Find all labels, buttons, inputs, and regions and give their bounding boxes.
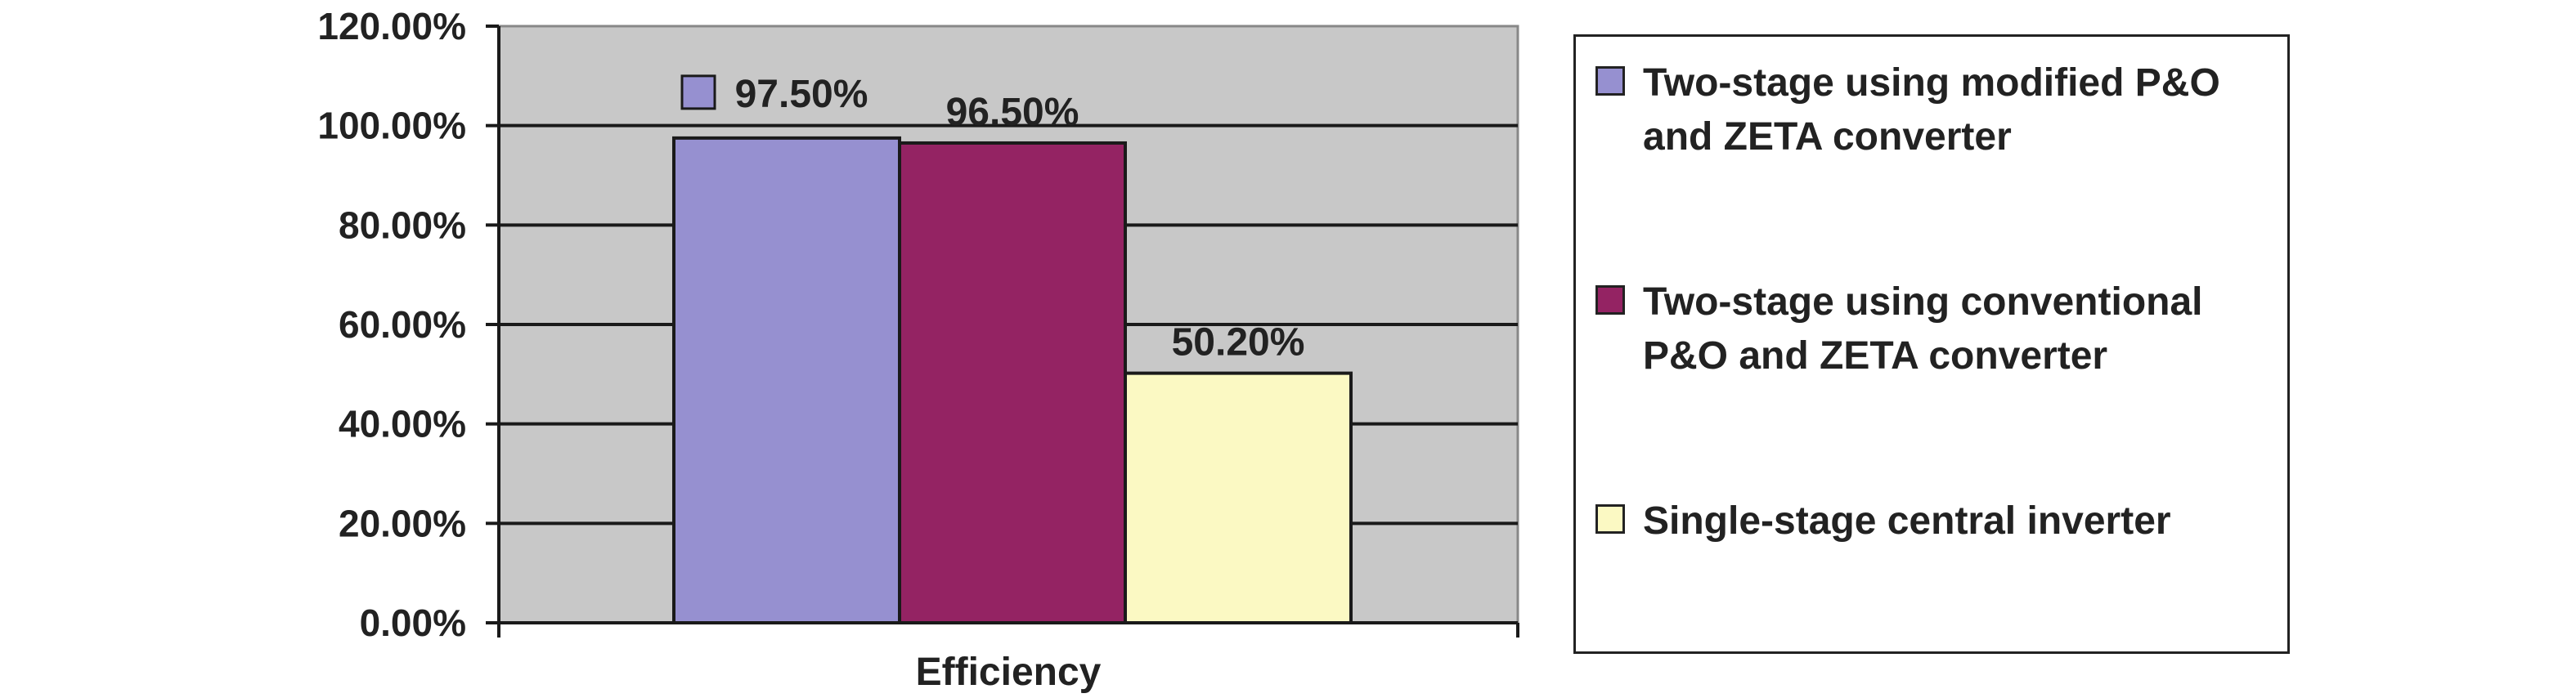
legend-item-conventional-po: Two-stage using conventional P&O and ZET… (1595, 275, 2264, 383)
legend: Two-stage using modified P&O and ZETA co… (1573, 34, 2290, 654)
bar (672, 136, 901, 624)
x-axis-category-label: Efficiency (916, 651, 1102, 694)
legend-item-single-stage: Single-stage central inverter (1595, 494, 2264, 548)
y-tick-label: 80.00% (339, 204, 466, 246)
y-tick-label: 40.00% (339, 403, 466, 445)
legend-item-modified-po: Two-stage using modified P&O and ZETA co… (1595, 56, 2264, 164)
legend-swatch (1595, 66, 1625, 96)
y-tick-label: 60.00% (339, 303, 466, 346)
data-label: 96.50% (946, 91, 1079, 134)
bar (898, 141, 1127, 625)
data-labels: 97.50% 96.50% 50.20% (680, 73, 1305, 365)
y-tick-label: 0.00% (360, 602, 466, 644)
legend-swatch (1595, 504, 1625, 534)
efficiency-bar-chart: 0.00% 20.00% 40.00% 60.00% 80.00% 100.00% 120.… (317, 5, 1519, 694)
legend-label: Single-stage central inverter (1643, 499, 2171, 543)
bar (1124, 371, 1353, 624)
axes (486, 25, 1519, 638)
data-label: 97.50% (735, 73, 868, 116)
bars (672, 136, 1353, 625)
legend-label: Two-stage using conventional P&O and ZET… (1643, 280, 2203, 378)
legend-swatch (1595, 285, 1625, 315)
data-label-legend-key (680, 74, 716, 110)
y-tick-label: 120.00% (317, 5, 466, 47)
y-tick-label: 100.00% (317, 105, 466, 147)
legend-label: Two-stage using modified P&O and ZETA co… (1643, 61, 2220, 159)
data-label: 50.20% (1172, 321, 1305, 365)
y-tick-label: 20.00% (339, 502, 466, 544)
y-axis-tick-labels: 0.00% 20.00% 40.00% 60.00% 80.00% 100.00% 120.… (317, 5, 466, 644)
